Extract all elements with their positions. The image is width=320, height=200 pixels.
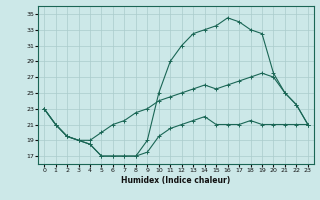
X-axis label: Humidex (Indice chaleur): Humidex (Indice chaleur) [121,176,231,185]
